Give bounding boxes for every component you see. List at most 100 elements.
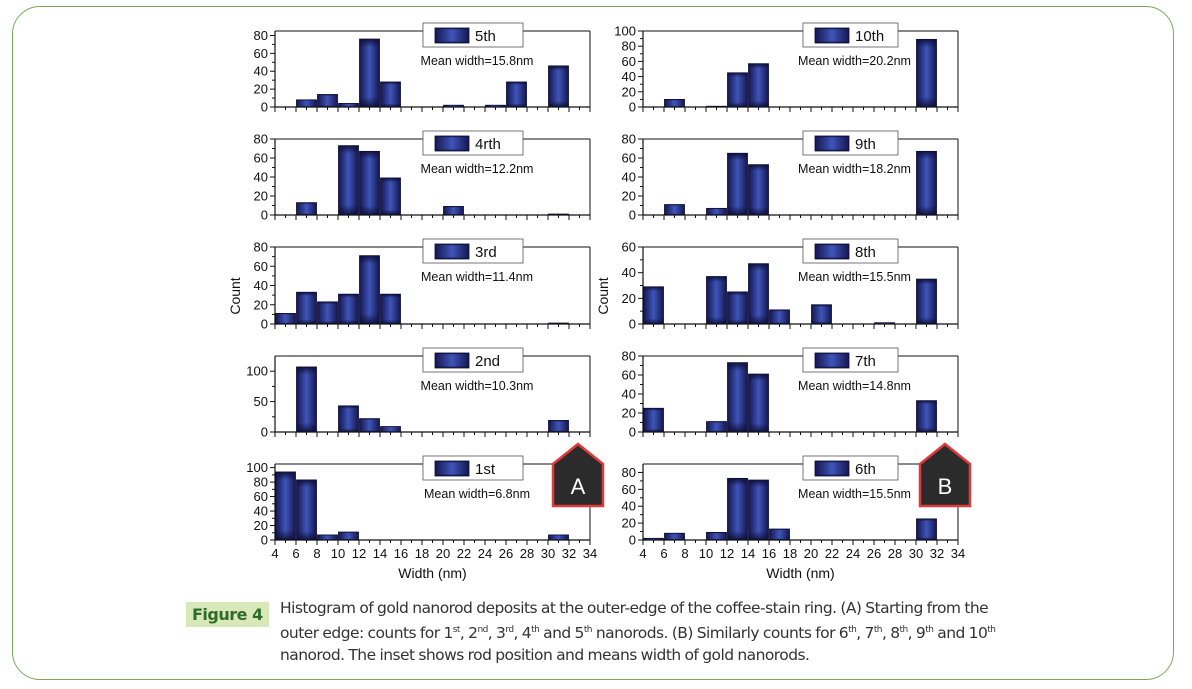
legend-swatch-shade — [435, 136, 469, 151]
bar-shade — [664, 204, 685, 215]
y-tick-label: 60 — [622, 151, 636, 166]
bar-shade — [706, 532, 727, 540]
legend-label: 8th — [855, 244, 876, 261]
x-tick-label: 24 — [846, 546, 860, 561]
y-tick-label: 0 — [629, 533, 636, 548]
bar-shade — [317, 534, 338, 540]
x-tick-label: 20 — [804, 546, 818, 561]
y-tick-label: 80 — [622, 465, 636, 480]
legend-label: 6th — [855, 461, 876, 478]
mean-width-annotation: Mean width=18.2nm — [798, 162, 911, 176]
x-tick-label: 28 — [520, 546, 534, 561]
legend-label: 10th — [855, 28, 884, 45]
mean-width-annotation: Mean width=15.5nm — [798, 270, 911, 284]
bar-shade — [317, 301, 338, 324]
y-tick-label: 80 — [254, 240, 268, 255]
bar-shade — [338, 405, 359, 432]
bar-shade — [380, 294, 401, 324]
bar-shade — [359, 255, 380, 324]
y-tick-label: 60 — [622, 240, 636, 255]
bar-shade — [916, 279, 937, 324]
bar-shade — [359, 418, 380, 432]
mean-width-annotation: Mean width=6.8nm — [424, 487, 530, 501]
badge-shape — [918, 442, 972, 508]
caption-text: Histogram of gold nanorod deposits at th… — [280, 599, 996, 665]
y-tick-label: 20 — [622, 84, 636, 99]
bar-shade — [916, 400, 937, 432]
x-tick-label: 4 — [639, 546, 646, 561]
bar-shade — [748, 63, 769, 107]
x-tick-label: 10 — [699, 546, 713, 561]
y-tick-label: 40 — [622, 387, 636, 402]
bar-shade — [664, 533, 685, 540]
x-tick-label: 16 — [394, 546, 408, 561]
bar-shade — [769, 309, 790, 324]
y-tick-label: 40 — [254, 170, 268, 185]
y-tick-label: 40 — [254, 278, 268, 293]
bar-shade — [548, 65, 569, 107]
histogram-panel-2nd: 0 50 100 2nd Mean width=10.3nm — [246, 347, 591, 440]
x-tick-label: 14 — [373, 546, 387, 561]
y-tick-label: 40 — [622, 69, 636, 84]
bar-shade — [296, 479, 317, 540]
y-tick-label: 0 — [261, 100, 268, 115]
bar-shade — [916, 39, 937, 107]
legend-swatch-shade — [435, 28, 469, 43]
x-tick-label: 12 — [352, 546, 366, 561]
x-tick-label: 32 — [562, 546, 576, 561]
y-tick-label: 100 — [614, 24, 636, 39]
legend-label: 7th — [855, 353, 876, 370]
x-tick-label: 22 — [457, 546, 471, 561]
bar-shade — [380, 81, 401, 107]
bar-shade — [727, 153, 748, 215]
x-tick-label: 4 — [271, 546, 278, 561]
y-tick-label: 60 — [254, 46, 268, 61]
bar-shade — [296, 202, 317, 215]
y-tick-label: 20 — [254, 297, 268, 312]
bar-shade — [769, 529, 790, 540]
y-tick-label: 40 — [622, 170, 636, 185]
y-tick-label: 0 — [261, 317, 268, 332]
x-tick-label: 30 — [541, 546, 555, 561]
x-tick-label: 18 — [783, 546, 797, 561]
y-tick-label: 80 — [254, 28, 268, 43]
panel-badge-A: A — [551, 442, 605, 508]
mean-width-annotation: Mean width=14.8nm — [798, 379, 911, 393]
figure-label: Figure 4 — [186, 602, 269, 627]
legend-label: 3rd — [475, 244, 497, 261]
mean-width-annotation: Mean width=10.3nm — [421, 379, 534, 393]
y-tick-label: 20 — [622, 189, 636, 204]
y-tick-label: 40 — [622, 499, 636, 514]
y-tick-label: 100 — [246, 364, 268, 379]
histogram-panel-3rd: 0 20 40 60 80 3rd Mean width=11.4nm — [254, 238, 591, 332]
bar-shade — [748, 374, 769, 432]
histogram-panel-4rth: 0 20 40 60 80 4rth Mean width=12.2nm — [254, 130, 591, 223]
bar-shade — [706, 421, 727, 432]
histogram-panel-5th: 0 20 40 60 80 5th Mean width=15.8nm — [254, 22, 591, 115]
bar-shade — [811, 304, 832, 324]
x-tick-label: 24 — [478, 546, 492, 561]
y-tick-label: 0 — [629, 100, 636, 115]
bar-shade — [706, 208, 727, 215]
y-tick-label: 40 — [254, 504, 268, 519]
panel-badge-B: B — [918, 442, 972, 508]
mean-width-annotation: Mean width=20.2nm — [798, 54, 911, 68]
histogram-panel-7th: 0 20 40 60 80 7th Mean width=14.8nm — [622, 347, 959, 440]
bar-shade — [548, 534, 569, 540]
bar-shade — [338, 145, 359, 215]
y-tick-label: 60 — [622, 368, 636, 383]
x-tick-label: 28 — [888, 546, 902, 561]
bar-shade — [380, 426, 401, 432]
x-tick-label: 18 — [415, 546, 429, 561]
bar-shade — [664, 99, 685, 107]
figure-frame — [12, 6, 1174, 680]
bar-shade — [296, 366, 317, 432]
x-tick-label: 14 — [741, 546, 755, 561]
bar-shade — [296, 292, 317, 324]
x-tick-label: 8 — [681, 546, 688, 561]
histogram-panel-9th: 0 20 40 60 80 9th Mean width=18.2nm — [622, 130, 959, 223]
y-tick-label: 60 — [254, 259, 268, 274]
bar-shade — [548, 420, 569, 432]
